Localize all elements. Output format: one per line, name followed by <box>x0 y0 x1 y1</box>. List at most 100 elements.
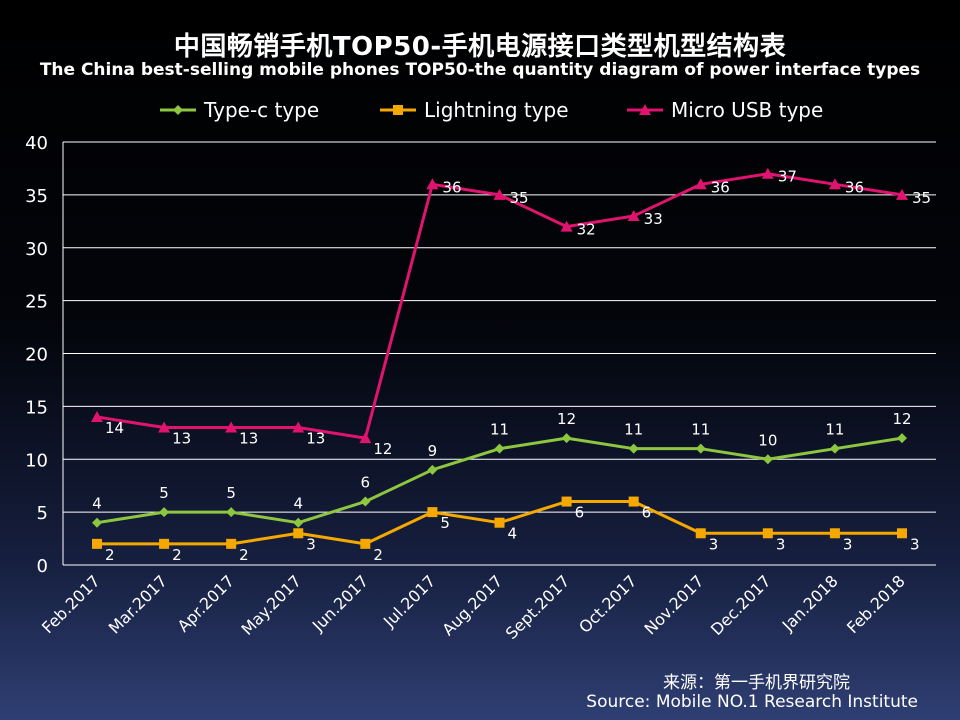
data-point <box>360 496 371 507</box>
data-label: 13 <box>172 430 191 448</box>
series-line <box>96 172 903 440</box>
x-tick-label: Jan.2018 <box>778 571 842 635</box>
data-label: 3 <box>843 535 853 553</box>
data-label: 5 <box>159 484 169 502</box>
data-point <box>226 538 237 549</box>
x-tick-label: Apr.2017 <box>174 571 238 635</box>
data-label: 4 <box>293 495 303 513</box>
x-tick-label: May.2017 <box>237 571 305 639</box>
data-label: 11 <box>490 421 509 439</box>
data-label: 3 <box>776 535 786 553</box>
data-point <box>561 496 572 507</box>
data-label: 2 <box>172 546 182 564</box>
data-label: 32 <box>577 221 596 239</box>
data-point <box>493 188 506 200</box>
data-point <box>225 421 238 433</box>
source-label-zh: 来源：第一手机界研究院 <box>663 673 850 693</box>
x-tick-label: Nov.2017 <box>641 571 708 638</box>
legend-label: Micro USB type <box>671 98 823 122</box>
data-point <box>897 528 907 539</box>
data-point <box>560 220 573 232</box>
data-label: 4 <box>92 495 102 513</box>
data-point <box>494 443 505 454</box>
y-tick-label: 40 <box>25 133 48 154</box>
legend-marker <box>639 104 651 115</box>
data-label: 36 <box>845 178 864 196</box>
data-label: 2 <box>373 546 383 564</box>
x-tick-label: Dec.2017 <box>707 571 775 639</box>
data-label: 11 <box>825 421 844 439</box>
data-label: 6 <box>575 504 585 522</box>
data-point <box>828 178 841 190</box>
legend-label: Type-c type <box>203 98 319 122</box>
data-point <box>427 464 438 475</box>
data-label: 6 <box>361 474 371 492</box>
x-tick-label: Aug.2017 <box>438 571 506 639</box>
data-point <box>628 496 639 507</box>
x-tick-label: Jun.2017 <box>308 571 372 635</box>
data-point <box>761 167 774 179</box>
data-point <box>159 507 170 518</box>
y-tick-label: 15 <box>25 397 48 418</box>
data-label: 37 <box>778 168 797 186</box>
legend-marker <box>173 105 183 115</box>
data-label: 3 <box>910 535 920 553</box>
data-point <box>91 410 103 422</box>
data-point <box>427 507 438 518</box>
data-point <box>292 421 305 433</box>
data-label: 2 <box>105 546 115 564</box>
data-label: 36 <box>442 178 461 196</box>
data-point <box>359 432 372 444</box>
x-tick-label: Sept.2017 <box>502 571 574 643</box>
data-label: 13 <box>239 430 258 448</box>
data-point <box>494 517 505 528</box>
data-label: 12 <box>892 410 911 428</box>
data-point <box>293 528 304 539</box>
data-label: 2 <box>239 546 249 564</box>
y-tick-label: 0 <box>37 556 48 577</box>
data-label: 36 <box>711 178 730 196</box>
data-label: 10 <box>758 431 777 449</box>
data-point <box>897 433 907 444</box>
data-point <box>226 507 237 518</box>
x-tick-label: Mar.2017 <box>105 571 171 637</box>
data-point <box>561 433 572 444</box>
data-label: 9 <box>428 442 438 460</box>
y-tick-label: 5 <box>37 503 48 524</box>
data-label: 12 <box>557 410 576 428</box>
data-point <box>293 517 304 528</box>
data-point <box>829 443 840 454</box>
x-tick-label: Jul.2017 <box>379 571 439 631</box>
data-point <box>762 454 773 465</box>
data-label: 3 <box>709 535 719 553</box>
data-label: 11 <box>624 421 643 439</box>
legend-label: Lightning type <box>424 98 569 122</box>
data-point <box>159 538 170 549</box>
data-point <box>92 538 102 549</box>
source-label-en: Source: Mobile NO.1 Research Institute <box>586 692 918 712</box>
x-tick-label: Feb.2018 <box>843 571 909 637</box>
data-label: 6 <box>642 504 652 522</box>
data-point <box>360 538 371 549</box>
data-point <box>627 210 640 222</box>
data-point <box>92 517 102 528</box>
chart-subtitle: The China best-selling mobile phones TOP… <box>39 60 921 80</box>
data-label: 35 <box>510 189 529 207</box>
data-point <box>829 528 840 539</box>
data-label: 4 <box>508 525 518 543</box>
x-tick-label: Feb.2017 <box>38 571 104 637</box>
data-label: 14 <box>105 419 124 437</box>
data-point <box>158 421 171 433</box>
chart-title: 中国畅销手机TOP50-手机电源接口类型机型结构表 <box>173 32 787 62</box>
y-tick-label: 20 <box>25 345 48 366</box>
data-point <box>694 178 707 190</box>
data-label: 12 <box>373 440 392 458</box>
y-tick-label: 30 <box>25 239 48 260</box>
data-point <box>695 443 706 454</box>
data-label: 5 <box>226 484 236 502</box>
data-label: 11 <box>691 421 710 439</box>
data-point <box>426 178 439 190</box>
y-tick-label: 10 <box>25 450 48 471</box>
data-label: 13 <box>306 430 325 448</box>
